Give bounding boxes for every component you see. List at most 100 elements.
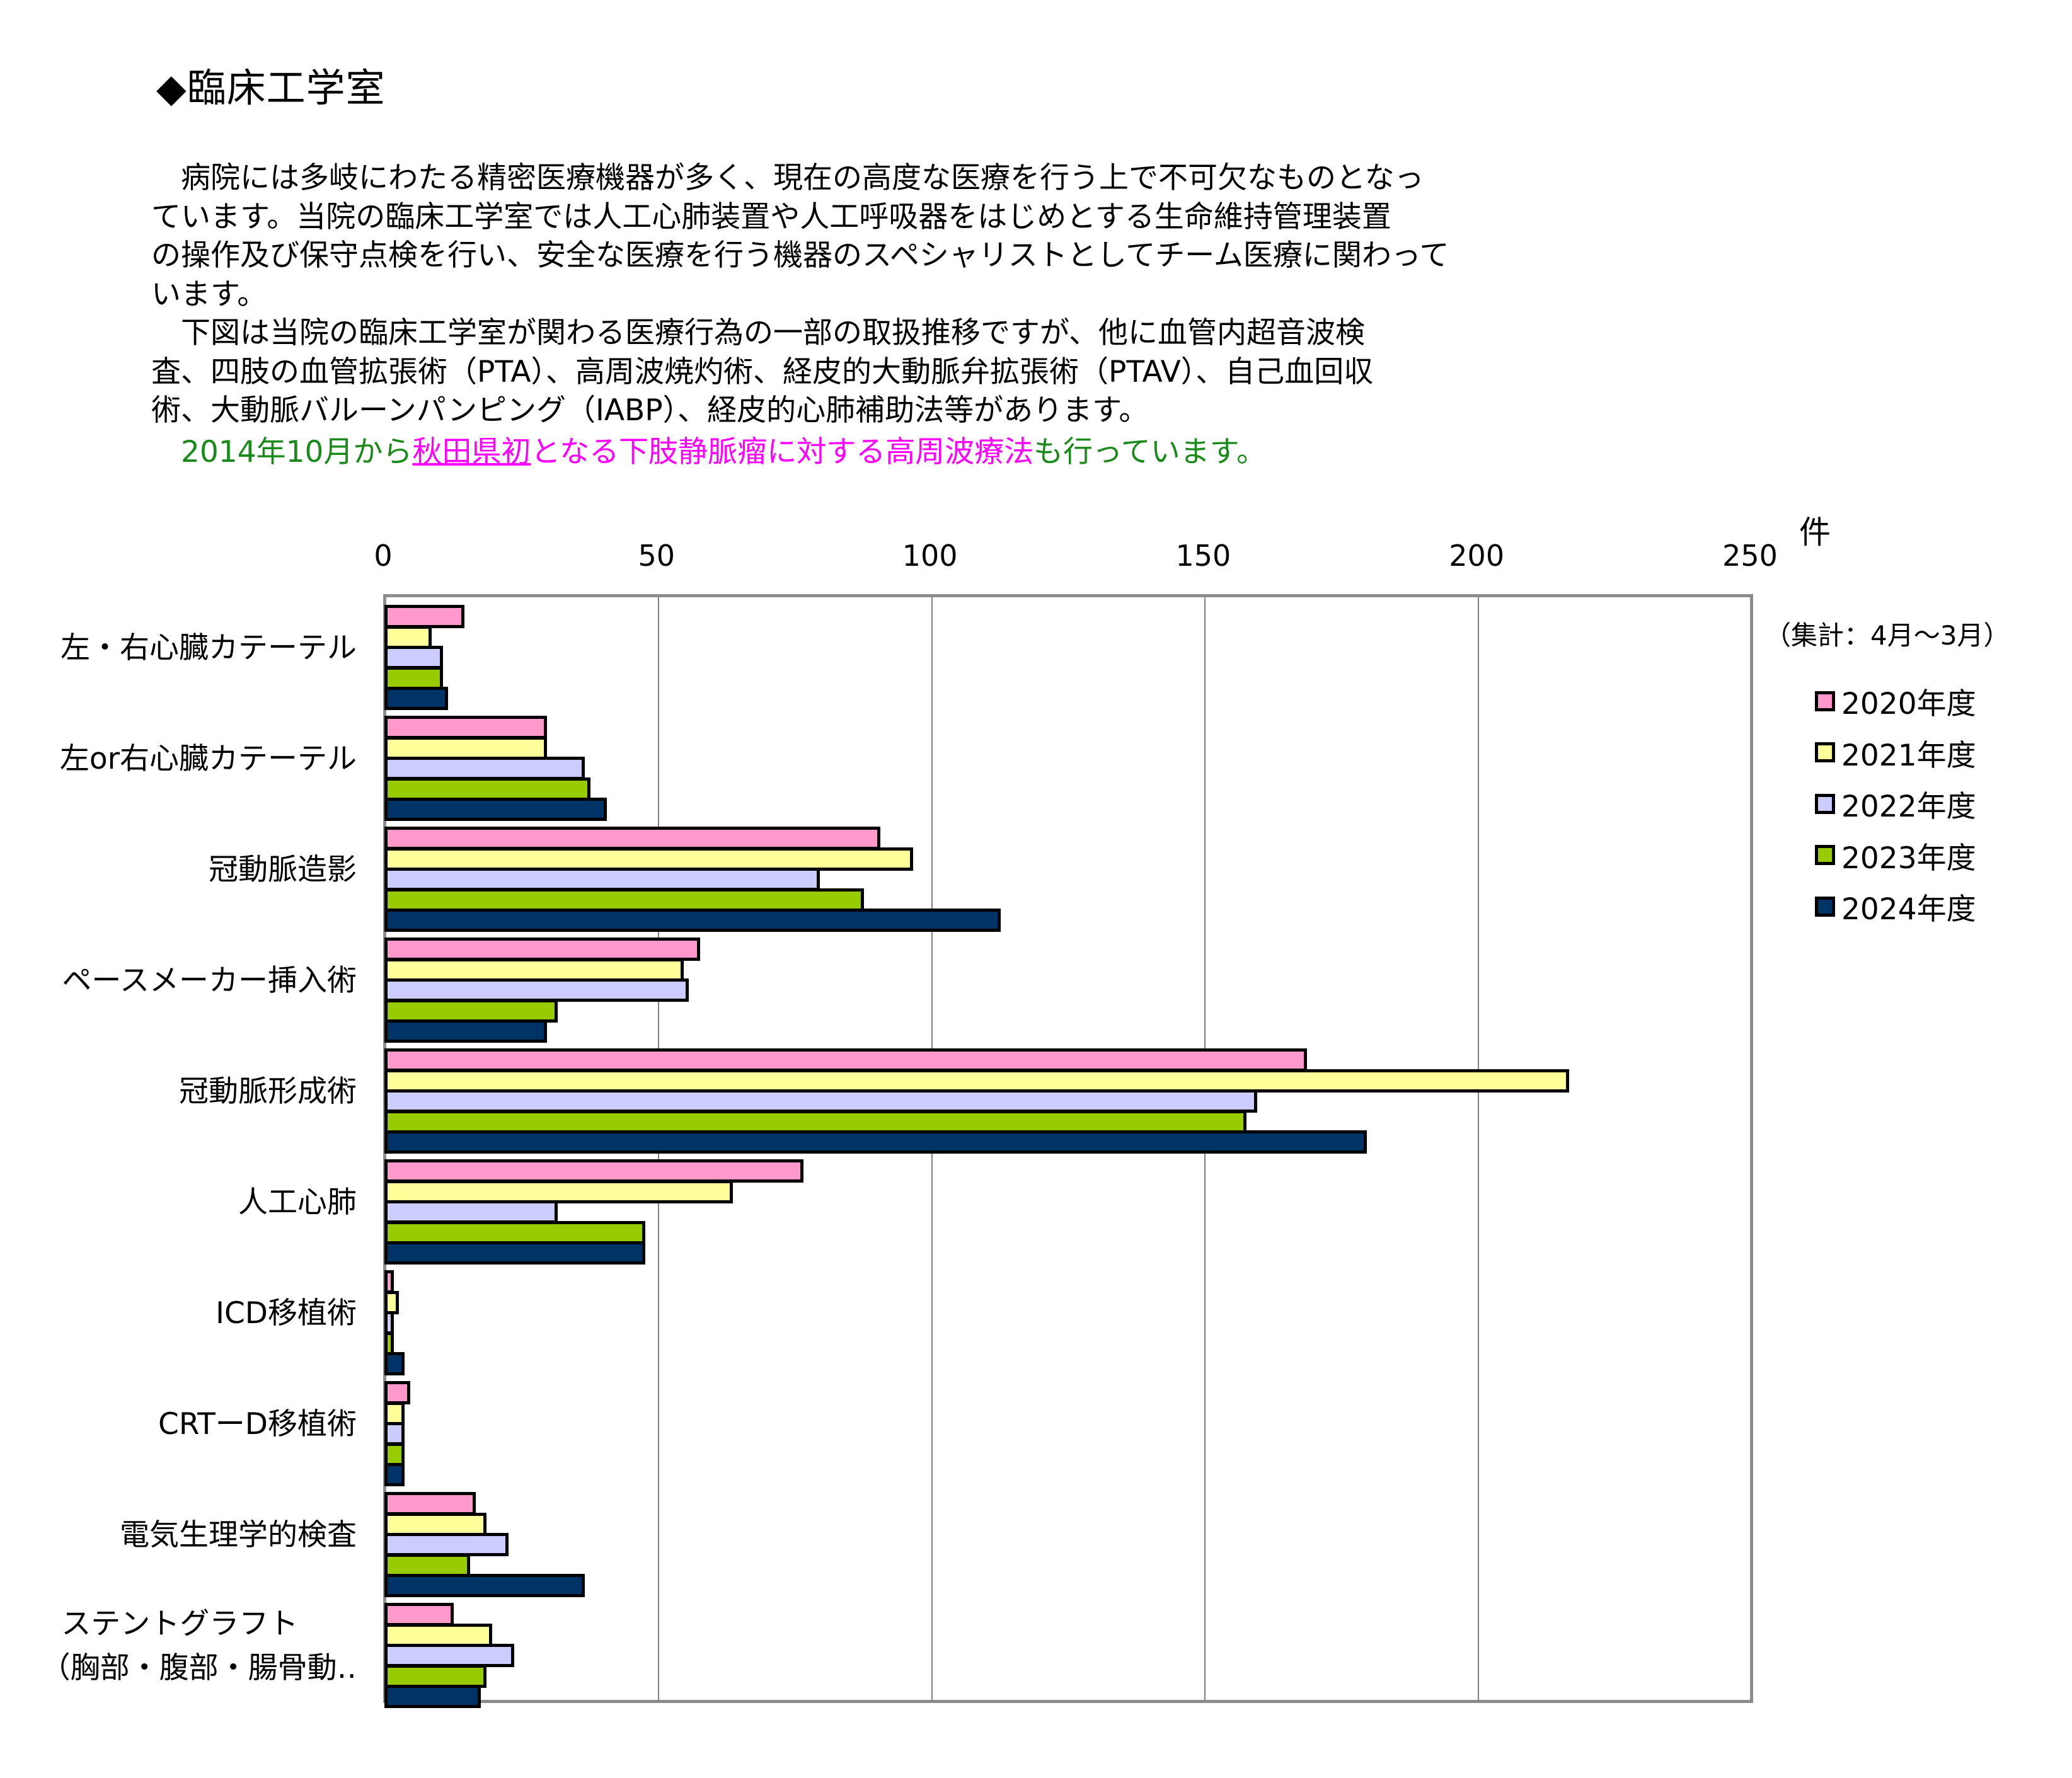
bar [384, 909, 1001, 932]
category-label: ICD移植術 [216, 1296, 357, 1331]
legend-label: 2020年度 [1841, 687, 1976, 721]
x-tick-label: 100 [902, 539, 958, 573]
legend-swatch-icon [1815, 742, 1835, 762]
bar [384, 1241, 645, 1265]
bar [384, 1664, 487, 1688]
bar [384, 1352, 405, 1375]
bar [384, 978, 689, 1002]
bar [384, 1623, 492, 1647]
plot-area [383, 594, 1753, 1708]
category-label: 冠動脈造影 [209, 852, 357, 887]
legend-swatch-icon [1815, 793, 1835, 814]
bar [384, 1533, 509, 1556]
bar [384, 1644, 514, 1667]
bar [384, 1290, 400, 1314]
bar [384, 625, 432, 649]
legend-label: 2021年度 [1841, 738, 1976, 773]
bar [384, 1422, 405, 1445]
category-label: 人工心肺 [238, 1185, 357, 1220]
x-tick-label: 50 [638, 539, 676, 573]
paragraph-line: 病院には多岐にわたる精密医療機器が多く、現在の高度な医療を行う上で不可欠なものと… [151, 161, 1424, 195]
highlight-prefix: 2014年10月から [151, 434, 413, 469]
legend-swatch-icon [1815, 691, 1835, 711]
bar [384, 1685, 481, 1708]
bar [384, 1019, 547, 1043]
bar [384, 1130, 1367, 1154]
x-tick-label: 0 [374, 539, 393, 573]
category-label: 電気生理学的検査 [120, 1518, 357, 1552]
legend-item: 2021年度 [1815, 731, 1976, 774]
legend-swatch-icon [1815, 896, 1835, 917]
section-title: ◆臨床工学室 [156, 65, 386, 111]
category-label: 冠動脈形成術 [179, 1074, 357, 1109]
paragraph-line: います。 [151, 277, 267, 312]
paragraph-line: の操作及び保守点検を行い、安全な医療を行う機器のスペシャリストとしてチーム医療に… [151, 238, 1449, 273]
gridline [1478, 597, 1480, 1700]
bar [384, 1069, 1570, 1093]
bar [384, 1442, 405, 1466]
category-label: ペースメーカー挿入術 [62, 963, 357, 998]
legend-label: 2022年度 [1841, 789, 1976, 824]
bar [384, 1311, 394, 1334]
legend-item: 2020年度 [1815, 679, 1976, 723]
highlight-emphasis: となる下肢静脈瘤に対する高周波療法 [531, 434, 1034, 469]
bar [384, 1089, 1258, 1113]
bar [384, 1048, 1307, 1072]
category-label: ステントグラフト （胸部・腹部・腸骨動‥ [40, 1607, 357, 1685]
legend-item: 2024年度 [1815, 885, 1976, 928]
highlight-line: 2014年10月から秋田県初となる下肢静脈瘤に対する高周波療法も行っています。 [151, 433, 1601, 472]
legend-item: 2022年度 [1815, 782, 1976, 825]
bar [384, 757, 585, 780]
bar [384, 847, 913, 871]
bar [384, 1463, 405, 1486]
bar [384, 999, 558, 1023]
akita-first-link[interactable]: 秋田県初 [412, 434, 531, 469]
paragraph-line: 術、大動脈バルーンパンピング（IABP）、経皮的心肺補助法等があります。 [151, 393, 1149, 428]
x-axis-unit-label: 件 [1799, 514, 1831, 551]
x-tick-label: 150 [1175, 539, 1231, 573]
bar [384, 1110, 1247, 1133]
bar [384, 1401, 405, 1425]
category-label: CRTーD移植術 [158, 1407, 357, 1442]
bar [384, 1331, 394, 1355]
bar [384, 1270, 394, 1293]
bar [384, 1179, 733, 1203]
category-label: 左・右心臓カテーテル [60, 631, 357, 665]
bar [384, 1512, 487, 1536]
bar [384, 605, 465, 628]
bar [384, 1159, 804, 1183]
category-label: 左or右心臓カテーテル [59, 742, 357, 776]
bar [384, 1553, 471, 1577]
bar [384, 827, 880, 850]
legend-item: 2023年度 [1815, 834, 1976, 877]
bar [384, 1200, 558, 1224]
bar [384, 1220, 645, 1244]
description-paragraph: 病院には多岐にわたる精密医療機器が多く、現在の高度な医療を行う上で不可欠なものと… [151, 159, 1601, 471]
legend-label: 2023年度 [1841, 840, 1976, 876]
bar [384, 716, 547, 739]
bar [384, 736, 547, 760]
bar [384, 1381, 410, 1404]
bar [384, 958, 684, 982]
highlight-suffix: も行っています。 [1033, 434, 1266, 469]
paragraph-line: ています。当院の臨床工学室では人工心肺装置や人工呼吸器をはじめとする生命維持管理… [151, 199, 1391, 234]
x-tick-label: 200 [1449, 539, 1505, 573]
bar [384, 777, 590, 801]
bar [384, 666, 443, 690]
bar [384, 1603, 454, 1626]
bar [384, 687, 449, 710]
bar [384, 798, 607, 821]
aggregation-note: （集計：4月～3月） [1764, 620, 2010, 651]
paragraph-line: 査、四肢の血管拡張術（PTA）、高周波焼灼術、経皮的大動脈弁拡張術（PTAV）、… [151, 354, 1374, 389]
bar [384, 938, 700, 961]
bar [384, 1492, 476, 1515]
legend-label: 2024年度 [1841, 892, 1976, 927]
x-tick-label: 250 [1722, 539, 1778, 573]
bar [384, 888, 864, 912]
paragraph-line: 下図は当院の臨床工学室が関わる医療行為の一部の取扱推移ですが、他に血管内超音波検 [151, 316, 1366, 350]
bar [384, 1574, 585, 1597]
legend-swatch-icon [1815, 845, 1835, 865]
bar [384, 868, 820, 891]
bar [384, 646, 443, 669]
